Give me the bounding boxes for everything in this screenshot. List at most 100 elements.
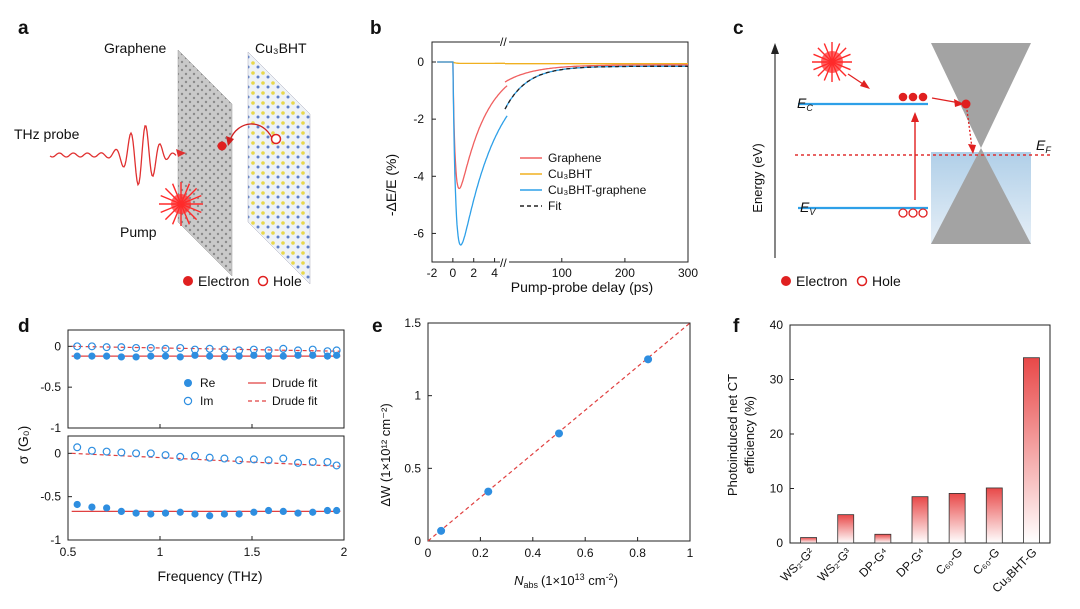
e-xtick-label: 1 xyxy=(687,546,694,560)
b-legend-label: Fit xyxy=(548,199,562,213)
d-re-point xyxy=(206,512,214,520)
d-re-point xyxy=(147,510,155,518)
d-im-point xyxy=(132,343,141,352)
panel-label-f: f xyxy=(733,316,740,337)
pump-burst-icon-c xyxy=(812,42,870,89)
d-legend-re: Re xyxy=(200,376,216,390)
d-re-point xyxy=(176,508,184,516)
d-im-point xyxy=(279,454,288,463)
d-re-point xyxy=(73,500,81,509)
d-ytick-label: -0.5 xyxy=(40,490,61,504)
b-xtick-label: 2 xyxy=(470,266,477,280)
f-xtick-label: WS₂-G² xyxy=(778,545,817,584)
d-re-point xyxy=(279,507,287,515)
b-break-top: // xyxy=(500,35,507,49)
e-xtick-label: 0.2 xyxy=(472,546,489,560)
d-re-point xyxy=(161,509,170,517)
b-xtick-label: 300 xyxy=(678,266,698,280)
b-legend-label: Cu₃BHT xyxy=(548,167,593,181)
d-im-point xyxy=(87,446,96,455)
e-point xyxy=(437,526,446,535)
c-legend-electron-icon xyxy=(781,276,791,286)
pump-burst-icon xyxy=(159,182,203,226)
legend-electron: Electron xyxy=(198,273,249,289)
d-frame-bottom xyxy=(67,435,345,541)
c-legend-hole: Hole xyxy=(872,273,901,289)
d-im-point xyxy=(323,458,332,467)
b-ytick-label: 0 xyxy=(417,55,424,69)
f-bar xyxy=(948,493,966,544)
d-im-point xyxy=(87,342,96,351)
panel-e: e 0 0.5 1 1.5 0 0.2 0.4 0.6 0.8 1 ΔW (1×10¹² cm⁻²… xyxy=(372,316,694,590)
d-re-point xyxy=(279,352,287,360)
legend-hole: Hole xyxy=(273,273,302,289)
d-re-point xyxy=(132,509,140,517)
d-re-point xyxy=(73,352,81,360)
b-series-composite-long xyxy=(504,65,688,110)
b-series-graphene-long xyxy=(504,64,688,83)
d-im-point xyxy=(205,453,214,462)
d-im-point xyxy=(308,458,317,467)
d-im-point xyxy=(294,458,303,467)
panel-b: b ////0-2-4-6-2 0 2 4 100 200 300GrapheneCu₃BH… xyxy=(370,18,698,295)
d-legend-fit: Drude fit xyxy=(272,376,318,390)
b-ytick-label: -2 xyxy=(413,112,424,126)
panel-label-a: a xyxy=(18,18,29,39)
d-re-point xyxy=(333,506,341,515)
panel-label-b: b xyxy=(370,18,382,39)
d-ytick-label: -1 xyxy=(50,421,61,435)
b-series-fit-long xyxy=(504,65,688,110)
d-re-point xyxy=(250,351,258,359)
d-re-point xyxy=(132,353,140,361)
d-im-point xyxy=(264,346,273,355)
f-bar xyxy=(911,496,929,544)
b-xtick-label: 0 xyxy=(450,266,457,280)
b-ylabel: -ΔE/E (%) xyxy=(383,154,399,216)
d-re-point xyxy=(176,353,184,361)
b-series-graphene xyxy=(437,61,508,190)
f-xtick-label: WS₂-G³ xyxy=(815,545,854,584)
d-re-point xyxy=(235,510,243,518)
f-ytick-label: 20 xyxy=(770,427,784,441)
hole-marker xyxy=(270,133,282,145)
d-ytick-label: 0 xyxy=(54,446,61,460)
d-legend-fit2: Drude fit xyxy=(272,394,318,408)
chart-e: 0 0.5 1 1.5 0 0.2 0.4 0.6 0.8 1 xyxy=(404,316,693,560)
d-xtick-label: 1 xyxy=(157,545,164,559)
e-xtick-label: 0.4 xyxy=(524,546,541,560)
d-re-point xyxy=(309,508,317,516)
d-re-point xyxy=(103,352,111,360)
d-im-point xyxy=(220,454,229,463)
d-re-point xyxy=(235,352,243,360)
conduction-cone xyxy=(931,43,1031,148)
b-ytick-label: -6 xyxy=(413,226,424,240)
graphene-label: Graphene xyxy=(104,40,166,56)
c-legend-electron: Electron xyxy=(796,273,847,289)
e-point xyxy=(555,429,563,438)
f-bar xyxy=(874,533,892,544)
energy-label: Energy (eV) xyxy=(750,143,765,212)
f-bar xyxy=(1023,357,1040,544)
thz-probe-label: THz probe xyxy=(14,126,80,142)
panel-c: c Energy (eV) EC EV EF Electron xyxy=(733,18,1051,289)
d-im-point xyxy=(117,448,126,457)
d-im-point xyxy=(308,345,317,354)
d-im-point xyxy=(117,343,126,352)
f-xtick-label: DP-G⁴ xyxy=(893,545,928,580)
ev-label: EV xyxy=(800,199,816,217)
f-ytick-label: 40 xyxy=(770,318,784,332)
f-xtick-label: C₆₀-G xyxy=(933,545,965,577)
f-ytick-label: 10 xyxy=(770,482,784,496)
d-re-point xyxy=(117,507,125,515)
chart-b: ////0-2-4-6-2 0 2 4 100 200 300GrapheneCu₃BHTC… xyxy=(413,35,698,280)
d-im-point xyxy=(146,343,155,352)
legend-electron-icon xyxy=(183,276,193,286)
b-xtick-label: 200 xyxy=(615,266,635,280)
b-xtick-label: 4 xyxy=(491,266,498,280)
thz-wave xyxy=(49,125,177,187)
f-bar xyxy=(800,537,817,544)
